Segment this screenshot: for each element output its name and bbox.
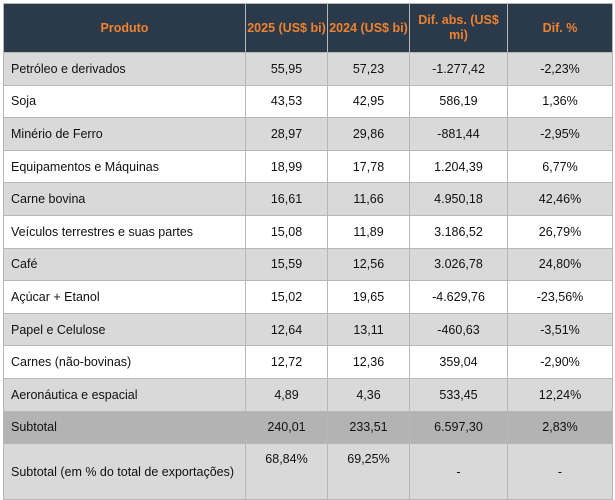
table-header: Produto 2025 (US$ bi) 2024 (US$ bi) Dif.… — [3, 3, 613, 53]
header-2024: 2024 (US$ bi) — [327, 3, 410, 53]
cell-2024: 12,36 — [327, 345, 410, 379]
cell-dif-pct: 6,77% — [507, 149, 613, 184]
subtotal-2024: 233,51 — [327, 410, 410, 445]
cell-dif-abs: -460,63 — [409, 312, 508, 347]
table-row: Carne bovina 16,61 11,66 4.950,18 42,46% — [3, 182, 613, 216]
subtotal-pct-dif-pct: - — [507, 443, 613, 500]
cell-2024: 4,36 — [327, 377, 410, 412]
cell-2024: 13,11 — [327, 312, 410, 347]
cell-produto: Aeronáutica e espacial — [3, 377, 246, 412]
subtotal-pct-label: Subtotal (em % do total de exportações) — [3, 443, 246, 500]
header-2025: 2025 (US$ bi) — [245, 3, 328, 53]
cell-produto: Café — [3, 247, 246, 282]
table-row: Minério de Ferro 28,97 29,86 -881,44 -2,… — [3, 117, 613, 151]
cell-2024: 29,86 — [327, 117, 410, 151]
subtotal-dif-pct: 2,83% — [507, 410, 613, 445]
cell-2025: 12,72 — [245, 345, 328, 379]
table-row: Carnes (não-bovinas) 12,72 12,36 359,04 … — [3, 345, 613, 379]
cell-produto: Carne bovina — [3, 182, 246, 216]
subtotal-2025: 240,01 — [245, 410, 328, 445]
table-row: Equipamentos e Máquinas 18,99 17,78 1.20… — [3, 149, 613, 184]
cell-2024: 12,56 — [327, 247, 410, 282]
cell-dif-pct: 24,80% — [507, 247, 613, 282]
cell-2024: 17,78 — [327, 149, 410, 184]
cell-2024: 11,66 — [327, 182, 410, 216]
cell-dif-pct: 1,36% — [507, 84, 613, 119]
cell-2025: 4,89 — [245, 377, 328, 412]
table-body: Petróleo e derivados 55,95 57,23 -1.277,… — [3, 52, 613, 500]
cell-dif-pct: 26,79% — [507, 214, 613, 249]
table-row: Aeronáutica e espacial 4,89 4,36 533,45 … — [3, 377, 613, 412]
cell-2025: 15,59 — [245, 247, 328, 282]
cell-produto: Açúcar + Etanol — [3, 280, 246, 314]
header-produto: Produto — [3, 3, 246, 53]
cell-dif-abs: 3.186,52 — [409, 214, 508, 249]
cell-dif-pct: -2,90% — [507, 345, 613, 379]
cell-2024: 11,89 — [327, 214, 410, 249]
cell-2025: 55,95 — [245, 52, 328, 86]
cell-2024: 42,95 — [327, 84, 410, 119]
subtotal-pct-dif-abs: - — [409, 443, 508, 500]
subtotal-row: Subtotal 240,01 233,51 6.597,30 2,83% — [3, 410, 613, 445]
cell-produto: Minério de Ferro — [3, 117, 246, 151]
table-row: Petróleo e derivados 55,95 57,23 -1.277,… — [3, 52, 613, 86]
cell-dif-pct: -23,56% — [507, 280, 613, 314]
export-comparison-table: Produto 2025 (US$ bi) 2024 (US$ bi) Dif.… — [3, 3, 613, 500]
cell-produto: Veículos terrestres e suas partes — [3, 214, 246, 249]
cell-dif-abs: 3.026,78 — [409, 247, 508, 282]
cell-produto: Equipamentos e Máquinas — [3, 149, 246, 184]
header-dif-pct: Dif. % — [507, 3, 613, 53]
cell-dif-pct: -2,95% — [507, 117, 613, 151]
cell-dif-abs: 533,45 — [409, 377, 508, 412]
header-row: Produto 2025 (US$ bi) 2024 (US$ bi) Dif.… — [3, 3, 613, 53]
table-row: Papel e Celulose 12,64 13,11 -460,63 -3,… — [3, 312, 613, 347]
cell-dif-abs: 359,04 — [409, 345, 508, 379]
cell-dif-pct: -3,51% — [507, 312, 613, 347]
cell-dif-pct: 12,24% — [507, 377, 613, 412]
cell-produto: Petróleo e derivados — [3, 52, 246, 86]
subtotal-pct-2024: 69,25% — [327, 443, 410, 500]
cell-produto: Papel e Celulose — [3, 312, 246, 347]
cell-2025: 12,64 — [245, 312, 328, 347]
subtotal-label: Subtotal — [3, 410, 246, 445]
cell-dif-abs: -4.629,76 — [409, 280, 508, 314]
cell-2025: 18,99 — [245, 149, 328, 184]
table-row: Soja 43,53 42,95 586,19 1,36% — [3, 84, 613, 119]
cell-dif-abs: -881,44 — [409, 117, 508, 151]
subtotal-pct-row: Subtotal (em % do total de exportações) … — [3, 443, 613, 500]
cell-dif-pct: 42,46% — [507, 182, 613, 216]
cell-dif-abs: 4.950,18 — [409, 182, 508, 216]
table-row: Açúcar + Etanol 15,02 19,65 -4.629,76 -2… — [3, 280, 613, 314]
cell-dif-abs: -1.277,42 — [409, 52, 508, 86]
cell-2025: 15,08 — [245, 214, 328, 249]
cell-produto: Soja — [3, 84, 246, 119]
cell-2024: 19,65 — [327, 280, 410, 314]
subtotal-pct-2025: 68,84% — [245, 443, 328, 500]
cell-2025: 43,53 — [245, 84, 328, 119]
cell-2025: 16,61 — [245, 182, 328, 216]
table-row: Café 15,59 12,56 3.026,78 24,80% — [3, 247, 613, 282]
table-row: Veículos terrestres e suas partes 15,08 … — [3, 214, 613, 249]
header-dif-abs: Dif. abs. (US$ mi) — [409, 3, 508, 53]
cell-dif-pct: -2,23% — [507, 52, 613, 86]
cell-2024: 57,23 — [327, 52, 410, 86]
cell-2025: 28,97 — [245, 117, 328, 151]
cell-dif-abs: 586,19 — [409, 84, 508, 119]
cell-2025: 15,02 — [245, 280, 328, 314]
cell-dif-abs: 1.204,39 — [409, 149, 508, 184]
subtotal-dif-abs: 6.597,30 — [409, 410, 508, 445]
cell-produto: Carnes (não-bovinas) — [3, 345, 246, 379]
